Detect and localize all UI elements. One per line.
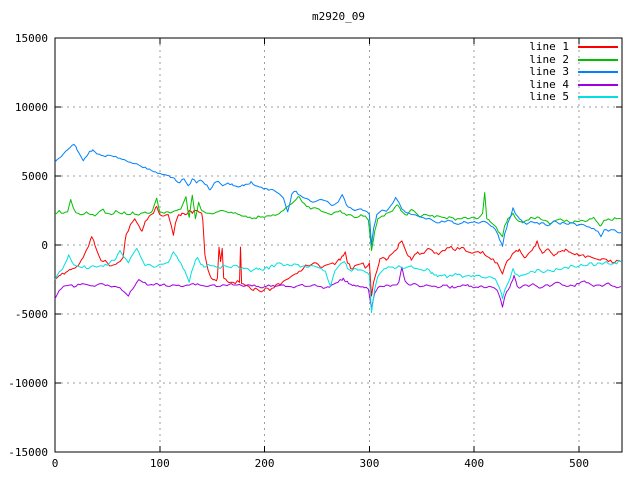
x-tick-label: 100 [150, 457, 170, 470]
chart-title: m2920_09 [312, 10, 365, 23]
series-line-5 [54, 247, 622, 314]
series-line-1 [54, 205, 622, 297]
y-tick-label: -10000 [8, 377, 48, 390]
series-line-4 [54, 266, 622, 309]
y-tick-label: 15000 [15, 32, 48, 45]
y-tick-label: 0 [41, 239, 48, 252]
series-line-3 [54, 143, 622, 247]
legend-label: line 1 [529, 40, 569, 53]
legend-label: line 2 [529, 52, 569, 66]
legend: line 1 line 2 line 3 line 4 line 5 [529, 40, 618, 104]
plot-border [54, 37, 623, 453]
legend-label: line 3 [529, 65, 569, 78]
y-tick-label: -5000 [15, 308, 48, 321]
x-tick-label: 400 [464, 457, 484, 470]
legend-entry: line 1 [529, 40, 618, 54]
legend-line-sample [578, 58, 618, 61]
legend-entry: line 5 [529, 90, 618, 104]
legend-line-sample [578, 96, 618, 99]
legend-entry: line 4 [529, 77, 618, 92]
x-tick-label: 0 [52, 457, 59, 470]
x-tick-label: 500 [569, 457, 589, 470]
x-tick-label: 200 [255, 457, 275, 470]
legend-line-sample [578, 46, 618, 49]
legend-line-sample [578, 71, 618, 74]
legend-label: line 4 [529, 77, 569, 91]
y-tick-label: -15000 [8, 446, 48, 459]
y-tick-label: 5000 [22, 170, 49, 183]
legend-line-sample [578, 83, 618, 86]
x-tick-label: 300 [359, 457, 379, 470]
legend-entry: line 3 [529, 65, 618, 79]
legend-entry: line 2 [529, 52, 618, 67]
legend-label: line 5 [529, 90, 569, 103]
y-tick-label: 10000 [15, 101, 48, 114]
